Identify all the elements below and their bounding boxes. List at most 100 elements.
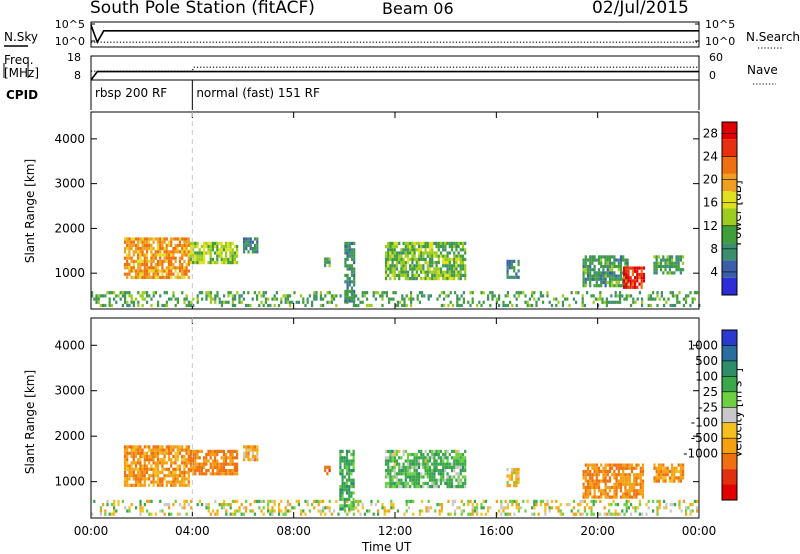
- power-cell: [395, 245, 399, 249]
- velocity-cell: [190, 499, 193, 503]
- velocity-cell: [229, 506, 232, 510]
- power-cell: [130, 300, 133, 304]
- power-cell: [627, 276, 630, 280]
- power-cell: [420, 254, 423, 258]
- velocity-cell: [459, 456, 462, 460]
- velocity-cell: [194, 469, 197, 473]
- power-cell: [203, 245, 206, 249]
- velocity-cell: [437, 472, 440, 476]
- power-cell: [450, 264, 454, 268]
- power-cell: [605, 300, 608, 304]
- velocity-cell: [229, 469, 232, 473]
- velocity-cell: [630, 495, 634, 499]
- velocity-cell: [645, 512, 648, 516]
- power-cell: [194, 254, 197, 258]
- velocity-cell: [638, 503, 641, 507]
- velocity-cell: [586, 473, 590, 477]
- velocity-cell: [150, 458, 153, 462]
- velocity-cell: [134, 461, 138, 465]
- power-cell: [495, 300, 498, 304]
- power-cell: [582, 280, 585, 285]
- velocity-cell: [389, 475, 392, 479]
- power-cell: [450, 248, 454, 252]
- velocity-cell: [150, 512, 153, 516]
- power-cell: [634, 300, 637, 304]
- velocity-cell: [123, 467, 127, 471]
- power-cell: [391, 241, 394, 245]
- power-cell: [400, 248, 403, 252]
- velocity-cell: [613, 492, 616, 496]
- power-cell: [624, 258, 627, 262]
- velocity-cell: [409, 475, 412, 479]
- velocity-cell: [391, 478, 394, 482]
- velocity-cell: [262, 499, 265, 503]
- power-cell: [656, 303, 659, 308]
- velocity-cell: [343, 488, 346, 492]
- power-cell: [353, 277, 356, 281]
- velocity-cell: [619, 495, 623, 499]
- velocity-cell: [304, 499, 307, 503]
- power-cell: [453, 241, 456, 245]
- velocity-cell: [426, 462, 429, 466]
- power-cell: [426, 277, 429, 281]
- power-cell: [422, 254, 425, 258]
- power-cell: [422, 270, 425, 274]
- velocity-cell: [433, 462, 436, 466]
- velocity-cell: [141, 464, 144, 468]
- velocity-cell: [387, 449, 390, 453]
- velocity-cell: [345, 465, 349, 469]
- power-cell: [420, 257, 423, 261]
- velocity-cell: [633, 473, 636, 477]
- velocity-cell: [615, 495, 618, 499]
- velocity-cell: [148, 483, 151, 487]
- power-cell: [350, 241, 354, 245]
- power-cell: [227, 257, 230, 261]
- velocity-cell: [357, 503, 360, 507]
- velocity-cell: [482, 506, 485, 510]
- velocity-cell: [428, 478, 432, 482]
- power-cell: [245, 240, 248, 244]
- velocity-cell: [655, 479, 658, 483]
- power-cell: [634, 269, 637, 273]
- power-cell: [426, 245, 429, 249]
- power-cell: [273, 297, 276, 301]
- velocity-cell: [245, 454, 248, 459]
- velocity-cell: [613, 489, 616, 493]
- power-cell: [203, 251, 206, 255]
- velocity-cell: [639, 469, 642, 474]
- velocity-cell: [113, 506, 116, 510]
- power-cell: [389, 248, 392, 252]
- power-cell: [145, 256, 149, 260]
- power-cell: [207, 291, 210, 295]
- power-cell: [631, 269, 634, 273]
- power-cell: [625, 269, 628, 273]
- power-cell: [616, 300, 619, 304]
- velocity-cell: [185, 445, 188, 449]
- power-cell: [584, 284, 587, 288]
- velocity-cell: [584, 469, 587, 474]
- velocity-cell: [447, 499, 450, 503]
- power-cell: [249, 237, 252, 241]
- velocity-cell: [216, 465, 219, 469]
- velocity-cell: [606, 473, 609, 477]
- power-cell: [231, 248, 234, 252]
- power-ytick-label: 2000: [54, 221, 85, 235]
- velocity-cell: [630, 489, 634, 493]
- velocity-cell: [653, 479, 656, 483]
- velocity-cell: [225, 503, 228, 507]
- velocity-cell: [145, 458, 149, 462]
- velocity-cell: [121, 499, 124, 503]
- velocity-cell: [641, 492, 645, 496]
- power-cell: [326, 257, 329, 261]
- power-cell: [428, 261, 432, 265]
- velocity-cell: [625, 503, 628, 507]
- velocity-cell: [132, 474, 135, 478]
- power-cell: [185, 297, 188, 301]
- power-cell: [577, 291, 580, 295]
- power-cell: [411, 267, 414, 271]
- power-cell: [619, 274, 623, 278]
- power-cell: [229, 245, 232, 249]
- power-cell: [132, 250, 135, 254]
- velocity-cell: [409, 459, 412, 463]
- velocity-cell: [161, 480, 164, 484]
